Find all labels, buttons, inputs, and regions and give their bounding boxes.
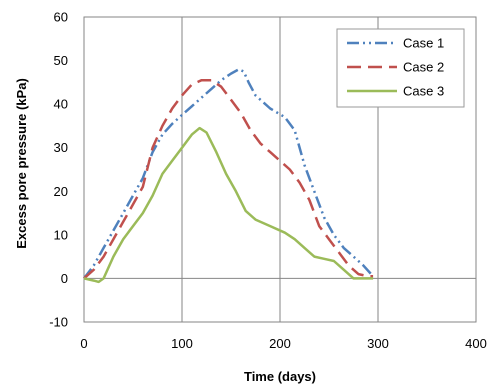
y-tick-label: -10	[49, 315, 68, 330]
y-tick-label: 50	[54, 53, 68, 68]
series-line-1	[83, 68, 375, 280]
series-line-3	[83, 126, 374, 284]
y-tick-label: 20	[54, 184, 68, 199]
x-tick-label: 400	[465, 336, 487, 351]
legend-label-1: Case 1	[403, 36, 444, 51]
x-tick-label: 100	[171, 336, 193, 351]
x-tick-label: 300	[367, 336, 389, 351]
x-tick-label: 0	[80, 336, 87, 351]
series-line-2	[83, 78, 374, 280]
series-lines	[83, 68, 375, 284]
y-axis-title: Excess pore pressure (kPa)	[14, 78, 29, 249]
x-axis-title: Time (days)	[244, 369, 316, 384]
y-tick-label: 60	[54, 10, 68, 25]
y-axis-tick-labels: -10 0 10 20 30 40 50 60	[49, 10, 68, 330]
legend-label-2: Case 2	[403, 60, 444, 75]
y-tick-label: 0	[61, 271, 68, 286]
y-tick-label: 40	[54, 97, 68, 112]
legend: Case 1 Case 2 Case 3	[336, 28, 465, 108]
x-axis-tick-labels: 0 100 200 300 400	[80, 336, 486, 351]
x-tick-label: 200	[269, 336, 291, 351]
legend-label-3: Case 3	[403, 84, 444, 99]
plot-area	[83, 16, 477, 323]
y-tick-label: 30	[54, 140, 68, 155]
y-tick-label: 10	[54, 227, 68, 242]
